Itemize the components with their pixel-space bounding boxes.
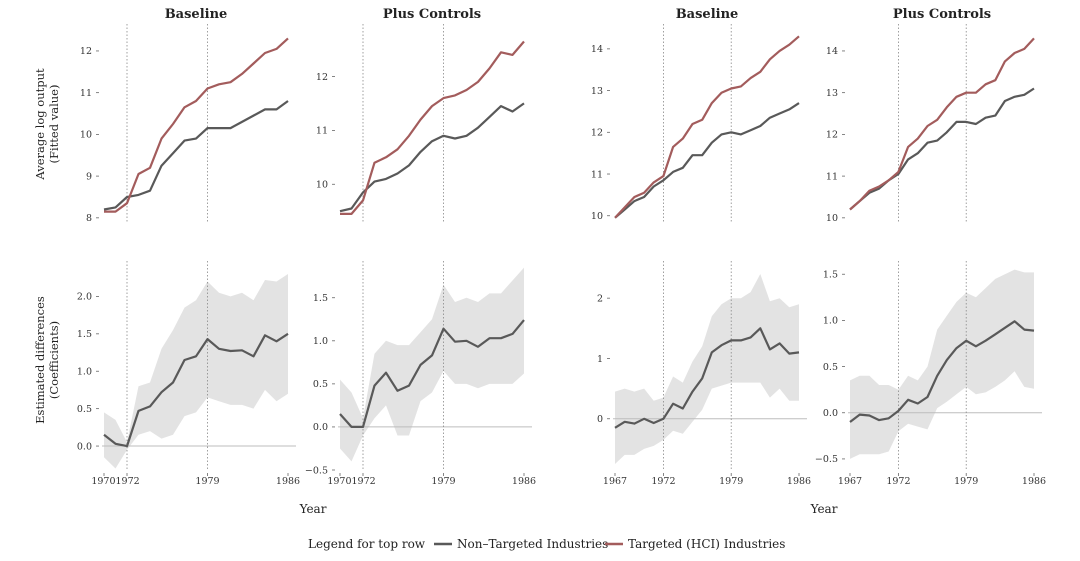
y-tick-label: 1.5	[313, 293, 328, 304]
x-tick-label: 1986	[276, 476, 300, 487]
non-targeted-series	[849, 87, 1035, 211]
y-tick-label: 10	[591, 211, 603, 222]
panel-title: Baseline	[165, 7, 228, 22]
targeted-series	[104, 37, 289, 213]
y-tick-label: 1.0	[313, 336, 328, 347]
targeted-series	[849, 37, 1035, 211]
x-tick-label: 19701972	[91, 476, 139, 487]
confidence-band	[104, 274, 288, 469]
y-tick-label: 8	[86, 213, 92, 224]
y-tick-label: 1	[597, 354, 603, 365]
y-tick-label: 12	[591, 128, 603, 139]
y-tick-label: 1.5	[77, 329, 92, 340]
estimate-line	[849, 320, 1035, 423]
panel-bottom-4: −0.5 0.0 0.5 1.0 1.5 1967 1972 1979 1986	[815, 261, 1046, 487]
x-tick-label: 1979	[195, 476, 219, 487]
y-tick-label: 9	[86, 171, 92, 182]
x-tick-label: 1986	[787, 476, 811, 487]
y-tick-label: 11	[80, 88, 92, 99]
bottom-ylabel-line1: Estimated differences	[33, 296, 47, 424]
y-tick-label: 10	[826, 213, 838, 224]
legend-label-targeted: Targeted (HCI) Industries	[628, 537, 785, 551]
y-tick-label: 0	[597, 414, 603, 425]
estimate-line	[614, 327, 800, 429]
y-tick-label: 2.0	[77, 292, 92, 303]
y-tick-label: 11	[316, 126, 328, 137]
panel-title: Plus Controls	[893, 7, 991, 22]
y-tick-label: 0.5	[823, 362, 838, 373]
x-tick-label: 1967	[603, 476, 627, 487]
confidence-band	[850, 269, 1034, 459]
y-tick-label: 1.5	[823, 270, 838, 281]
panel-title: Plus Controls	[383, 7, 481, 22]
panel-bottom-1: 0.0 0.5 1.0 1.5 2.0 19701972 1979 1986	[77, 261, 300, 487]
y-tick-label: 0.0	[823, 408, 838, 419]
y-tick-label: −0.5	[815, 454, 838, 465]
non-targeted-series	[103, 100, 289, 211]
y-tick-label: 13	[826, 88, 838, 99]
x-tick-label: 1986	[512, 476, 536, 487]
y-tick-label: 0.0	[313, 422, 328, 433]
y-tick-label: 10	[316, 180, 328, 191]
y-tick-label: −0.5	[305, 465, 328, 476]
x-axis-label-right: Year	[810, 502, 838, 516]
estimate-line	[339, 319, 525, 428]
y-tick-label: 0.0	[77, 441, 92, 452]
confidence-band	[615, 274, 799, 464]
y-tick-label: 0.5	[313, 379, 328, 390]
y-tick-label: 10	[80, 130, 92, 141]
y-tick-label: 11	[591, 169, 603, 180]
panel-bottom-3: 0 1 2 1967 1972 1979 1986	[597, 261, 811, 487]
top-ylabel-line1: Average log output	[33, 68, 47, 181]
panel-bottom-2: −0.5 0.0 0.5 1.0 1.5 19701972 1979 1986	[305, 261, 536, 487]
x-tick-label: 1972	[651, 476, 675, 487]
x-axis-label-left: Year	[299, 502, 327, 516]
x-tick-label: 1979	[431, 476, 455, 487]
y-tick-label: 14	[591, 44, 603, 55]
x-tick-label: 1972	[886, 476, 910, 487]
y-tick-label: 12	[80, 46, 92, 57]
confidence-band	[340, 267, 524, 462]
y-tick-label: 1.0	[77, 367, 92, 378]
non-targeted-series	[339, 102, 525, 213]
panel-top-2: Plus Controls 10 11 12	[316, 7, 525, 222]
legend-title: Legend for top row	[308, 537, 426, 551]
y-tick-label: 14	[826, 46, 838, 57]
y-tick-label: 13	[591, 86, 603, 97]
bottom-ylabel-line2: (Coefficients)	[47, 321, 61, 399]
y-tick-label: 0.5	[77, 404, 92, 415]
panel-top-4: Plus Controls 10 11 12 13 14	[826, 7, 1035, 224]
panel-top-3: Baseline 10 11 12 13 14	[591, 7, 800, 222]
estimate-line	[103, 332, 289, 448]
x-tick-label: 1986	[1022, 476, 1046, 487]
top-ylabel-line2: (Fitted value)	[47, 85, 61, 164]
x-tick-label: 19701972	[327, 476, 375, 487]
panel-title: Baseline	[676, 7, 739, 22]
targeted-series	[340, 40, 525, 215]
x-tick-label: 1979	[719, 476, 743, 487]
targeted-series	[614, 35, 800, 219]
y-tick-label: 12	[316, 72, 328, 83]
y-tick-label: 12	[826, 130, 838, 141]
y-tick-label: 11	[826, 171, 838, 182]
x-tick-label: 1967	[838, 476, 862, 487]
x-tick-label: 1979	[954, 476, 978, 487]
legend-label-non-targeted: Non–Targeted Industries	[457, 537, 608, 551]
non-targeted-series	[614, 102, 800, 219]
panel-top-1: Baseline 8 9 10 11 12	[80, 7, 289, 224]
legend: Legend for top row Non–Targeted Industri…	[308, 537, 785, 551]
y-tick-label: 1.0	[823, 316, 838, 327]
y-tick-label: 2	[597, 293, 603, 304]
